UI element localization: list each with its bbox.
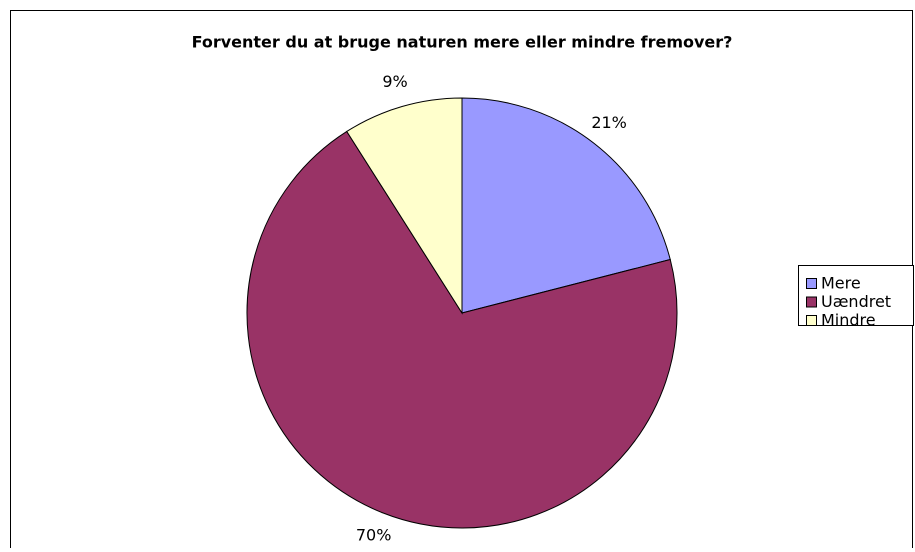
legend-label: Mindre (821, 311, 876, 330)
legend-swatch (806, 278, 817, 289)
data-label: 9% (382, 72, 407, 91)
legend-label: Mere (821, 274, 861, 293)
pie-slice (346, 97, 463, 315)
legend-box (798, 265, 914, 326)
data-label: 70% (356, 526, 392, 545)
legend-swatch (806, 296, 817, 308)
pie-slice (461, 97, 671, 314)
pie-slice (246, 130, 678, 529)
chart-title: Forventer du at bruge naturen mere eller… (192, 33, 733, 52)
legend-label: Uændret (821, 292, 891, 311)
legend-swatch (806, 315, 817, 326)
data-label: 21% (591, 113, 627, 132)
